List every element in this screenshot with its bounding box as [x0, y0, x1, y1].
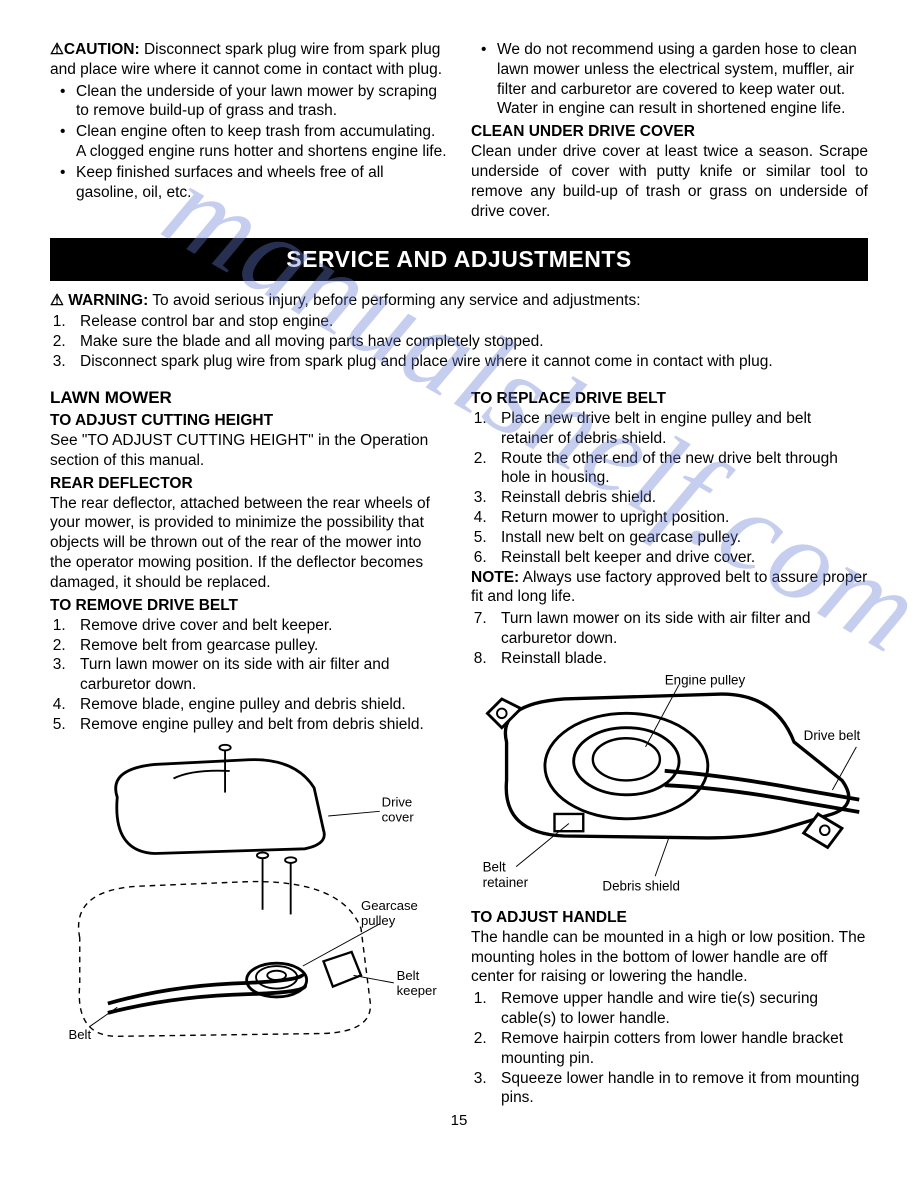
list-item: Disconnect spark plug wire from spark pl… [70, 352, 868, 372]
replace-belt-heading: TO REPLACE DRIVE BELT [471, 390, 868, 408]
warning-label: ⚠ WARNING: [50, 292, 148, 309]
list-item: Route the other end of the new drive bel… [491, 449, 868, 489]
list-item: Return mower to upright position. [491, 508, 868, 528]
label-belt: Belt [69, 1027, 92, 1041]
adjust-handle-steps: Remove upper handle and wire tie(s) secu… [471, 989, 868, 1108]
clean-drive-heading: CLEAN UNDER DRIVE COVER [471, 123, 868, 141]
top-right-bullets: We do not recommend using a garden hose … [471, 40, 868, 119]
label-belt-keeper-2: keeper [397, 983, 438, 998]
warning-steps: Release control bar and stop engine. Mak… [50, 312, 868, 371]
rear-deflector-heading: REAR DEFLECTOR [50, 475, 447, 493]
label-drive-belt: Drive belt [804, 728, 861, 743]
list-item: Turn lawn mower on its side with air fil… [491, 609, 868, 649]
remove-belt-heading: TO REMOVE DRIVE BELT [50, 597, 447, 615]
main-left-col: LAWN MOWER TO ADJUST CUTTING HEIGHT See … [50, 382, 447, 1108]
replace-belt-steps-1: Place new drive belt in engine pulley an… [471, 409, 868, 568]
adjust-handle-text: The handle can be mounted in a high or l… [471, 928, 868, 987]
list-item: Release control bar and stop engine. [70, 312, 868, 332]
rear-deflector-text: The rear deflector, attached between the… [50, 494, 447, 593]
adjust-height-heading: TO ADJUST CUTTING HEIGHT [50, 412, 447, 430]
list-item: Remove drive cover and belt keeper. [70, 616, 447, 636]
warning-block: ⚠ WARNING: To avoid serious injury, befo… [50, 291, 868, 372]
label-engine-pulley: Engine pulley [665, 675, 746, 688]
adjust-height-text: See "TO ADJUST CUTTING HEIGHT" in the Op… [50, 431, 447, 471]
list-item: Remove upper handle and wire tie(s) secu… [491, 989, 868, 1029]
note-label: NOTE: [471, 569, 519, 586]
section-header-bar: SERVICE AND ADJUSTMENTS [50, 238, 868, 281]
adjust-handle-heading: TO ADJUST HANDLE [471, 909, 868, 927]
list-item: Remove engine pulley and belt from debri… [70, 715, 447, 735]
note-paragraph: NOTE: Always use factory approved belt t… [471, 568, 868, 608]
list-item: Turn lawn mower on its side with air fil… [70, 655, 447, 695]
list-item: Clean engine often to keep trash from ac… [64, 122, 447, 162]
label-debris-shield: Debris shield [602, 878, 680, 893]
remove-belt-steps: Remove drive cover and belt keeper. Remo… [50, 616, 447, 735]
list-item: Install new belt on gearcase pulley. [491, 528, 868, 548]
label-drive-cover: Drive [382, 794, 413, 809]
list-item: Keep finished surfaces and wheels free o… [64, 163, 447, 203]
label-gearcase-2: pulley [361, 912, 396, 927]
list-item: Place new drive belt in engine pulley an… [491, 409, 868, 449]
page-number: 15 [50, 1112, 868, 1129]
list-item: Reinstall blade. [491, 649, 868, 669]
list-item: Reinstall belt keeper and drive cover. [491, 548, 868, 568]
list-item: Remove hairpin cotters from lower handle… [491, 1029, 868, 1069]
list-item: Remove blade, engine pulley and debris s… [70, 695, 447, 715]
label-belt-keeper: Belt [397, 968, 420, 983]
list-item: Remove belt from gearcase pulley. [70, 636, 447, 656]
warning-text: To avoid serious injury, before performi… [148, 292, 640, 309]
replace-belt-steps-2: Turn lawn mower on its side with air fil… [471, 609, 868, 668]
caution-paragraph: ⚠CAUTION: Disconnect spark plug wire fro… [50, 40, 447, 80]
label-belt-retainer-2: retainer [483, 874, 529, 889]
top-section: ⚠CAUTION: Disconnect spark plug wire fro… [50, 40, 868, 224]
top-right-col: We do not recommend using a garden hose … [471, 40, 868, 224]
caution-label: ⚠CAUTION: [50, 41, 140, 58]
lawn-mower-heading: LAWN MOWER [50, 388, 447, 408]
top-left-col: ⚠CAUTION: Disconnect spark plug wire fro… [50, 40, 447, 224]
list-item: Make sure the blade and all moving parts… [70, 332, 868, 352]
label-gearcase: Gearcase [361, 897, 418, 912]
debris-shield-diagram: Engine pulley Drive belt Belt retainer D… [471, 675, 868, 905]
list-item: Squeeze lower handle in to remove it fro… [491, 1069, 868, 1109]
list-item: We do not recommend using a garden hose … [485, 40, 868, 119]
clean-drive-text: Clean under drive cover at least twice a… [471, 142, 868, 221]
main-section: LAWN MOWER TO ADJUST CUTTING HEIGHT See … [50, 382, 868, 1108]
list-item: Reinstall debris shield. [491, 488, 868, 508]
note-text: Always use factory approved belt to assu… [471, 569, 867, 606]
label-drive-cover-2: cover [382, 809, 415, 824]
top-left-bullets: Clean the underside of your lawn mower b… [50, 82, 447, 203]
label-belt-retainer: Belt [483, 859, 506, 874]
main-right-col: TO REPLACE DRIVE BELT Place new drive be… [471, 382, 868, 1108]
drive-cover-diagram: Drive cover Gearcase pulley Belt keeper … [50, 741, 447, 1041]
warning-paragraph: ⚠ WARNING: To avoid serious injury, befo… [50, 291, 868, 311]
list-item: Clean the underside of your lawn mower b… [64, 82, 447, 122]
